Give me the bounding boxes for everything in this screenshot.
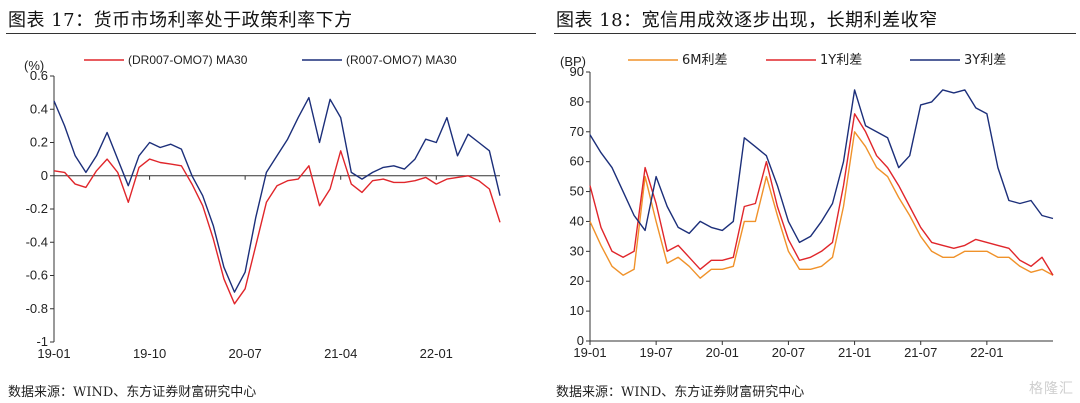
chart-title: 图表 17：货币市场利率处于政策利率下方 [8, 10, 353, 31]
x-tick-label: 21-01 [838, 345, 871, 360]
y-tick-label: 0.2 [30, 135, 48, 150]
legend-label: 3Y利差 [964, 53, 1006, 68]
y-tick-label: 50 [570, 184, 584, 199]
y-tick-label: -0.8 [26, 301, 48, 316]
legend-label: (DR007-OMO7) MA30 [128, 53, 248, 67]
y-tick-label: 40 [570, 213, 584, 228]
chart-left: 0.6 0.4 0.2 0 -0.2 -0.4 -0.6 -0.8 -119-01 19-10 20… [24, 53, 501, 361]
x-tick-label: 21-04 [324, 346, 357, 361]
title-rule [554, 33, 1076, 34]
chart-panel-right: 图表 18：宽信用成效逐步出现，长期利差收窄 90 80 70 60 50 40 30 20 1… [548, 0, 1080, 403]
y-tick-label: -0.6 [26, 268, 48, 283]
chart-panel-left: 图表 17：货币市场利率处于政策利率下方 0.6 0.4 0.2 0 -0.2 -0.4 -… [6, 10, 536, 400]
y-tick-label: 0 [577, 333, 584, 348]
chart-source: 数据来源：WIND、东方证券财富研究中心 [556, 385, 805, 400]
series-line-2 [589, 113, 1054, 276]
x-tick-label: 21-07 [904, 345, 937, 360]
series-line-2 [53, 96, 501, 293]
chart-source: 数据来源：WIND、东方证券财富研究中心 [8, 385, 257, 400]
legend-label: (R007-OMO7) MA30 [346, 53, 457, 67]
y-tick-label: -0.4 [26, 234, 48, 249]
unit-label: (%) [24, 58, 44, 73]
y-tick-label: 0 [41, 168, 48, 183]
y-tick-label: 20 [570, 273, 584, 288]
y-tick-label: -0.2 [26, 201, 48, 216]
x-tick-label: 20-07 [229, 346, 262, 361]
x-tick-label: 20-07 [772, 345, 805, 360]
x-tick-label: 20-01 [706, 345, 739, 360]
series-line-1 [589, 131, 1054, 279]
y-tick-label: 0.4 [30, 101, 48, 116]
y-tick-label: 70 [570, 124, 584, 139]
watermark-logo: 格隆汇 [1029, 381, 1074, 397]
x-tick-label: 19-07 [640, 345, 673, 360]
unit-label: (BP) [560, 54, 586, 69]
x-tick-label: 22-01 [970, 345, 1003, 360]
chart-title: 图表 18：宽信用成效逐步出现，长期利差收窄 [556, 10, 938, 31]
y-tick-label: 0.6 [30, 68, 48, 83]
y-tick-label: 90 [570, 64, 584, 79]
y-tick-label: -1 [36, 334, 48, 349]
chart-right: 90 80 70 60 50 40 30 20 10 019-01 19-07 20-01 20-07 2… [560, 53, 1054, 360]
x-tick-label: 19-01 [37, 346, 70, 361]
x-tick-label: 22-01 [420, 346, 453, 361]
y-tick-label: 60 [570, 154, 584, 169]
x-tick-label: 19-01 [573, 345, 606, 360]
y-tick-label: 10 [570, 303, 584, 318]
legend-label: 6M利差 [682, 53, 728, 68]
y-tick-label: 80 [570, 94, 584, 109]
series-line-1 [53, 150, 501, 305]
y-tick-label: 30 [570, 243, 584, 258]
title-rule [6, 33, 536, 34]
series-line-3 [589, 89, 1054, 244]
legend-label: 1Y利差 [820, 53, 862, 68]
x-tick-label: 19-10 [133, 346, 166, 361]
